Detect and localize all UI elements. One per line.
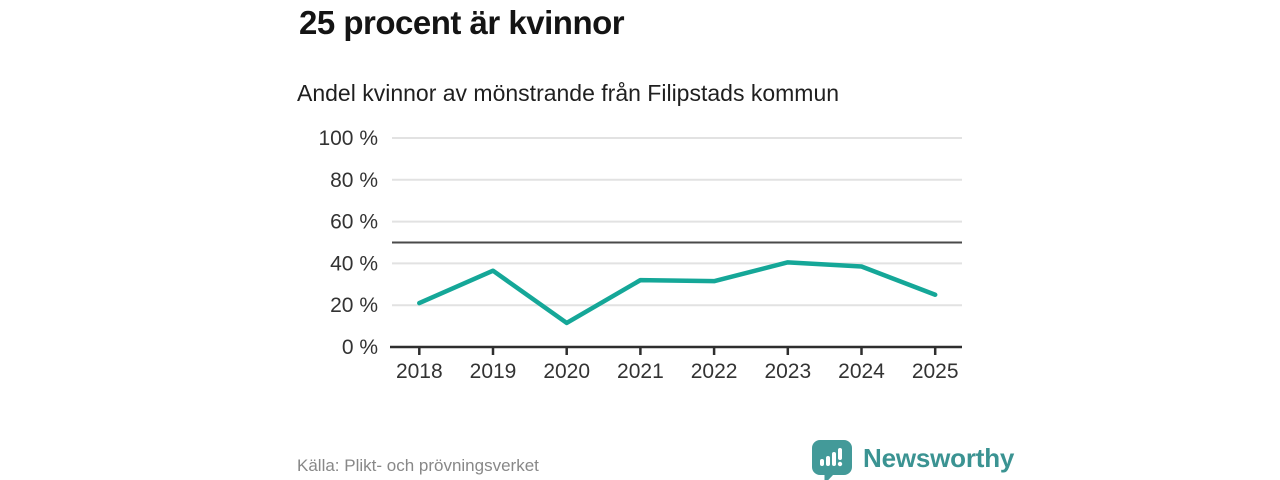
newsworthy-logo-text: Newsworthy: [863, 443, 1015, 473]
chart-subtitle: Andel kvinnor av mönstrande från Filipst…: [297, 80, 840, 106]
x-tick-label: 2021: [617, 360, 664, 383]
data-line-andel-kvinnor: [417, 260, 938, 326]
newsworthy-logo: Newsworthy: [812, 440, 1014, 480]
x-tick-label: 2019: [470, 360, 517, 383]
x-tick-label: 2023: [764, 360, 811, 383]
y-tick-label: 100 %: [318, 127, 378, 150]
x-tick-label: 2022: [691, 360, 738, 383]
x-tick-label: 2018: [396, 360, 443, 383]
chart-title: 25 procent är kvinnor: [299, 4, 625, 41]
y-tick-label: 0 %: [342, 336, 378, 359]
logo-bar-chart-icon: [820, 448, 843, 467]
y-tick-label: 40 %: [330, 252, 378, 275]
newsworthy-logo-icon: [812, 440, 852, 480]
x-tick-label: 2020: [543, 360, 590, 383]
y-tick-label: 60 %: [330, 211, 378, 234]
y-tick-label: 20 %: [330, 294, 378, 317]
line-chart: 0 % 20 % 40 % 60 % 80 % 100 % 2018 2019 2020 2021…: [318, 127, 962, 383]
x-tick-label: 2024: [838, 360, 885, 383]
y-tick-label: 80 %: [330, 169, 378, 192]
source-note: Källa: Plikt- och prövningsverket: [297, 456, 539, 475]
x-tick-label: 2025: [912, 360, 959, 383]
